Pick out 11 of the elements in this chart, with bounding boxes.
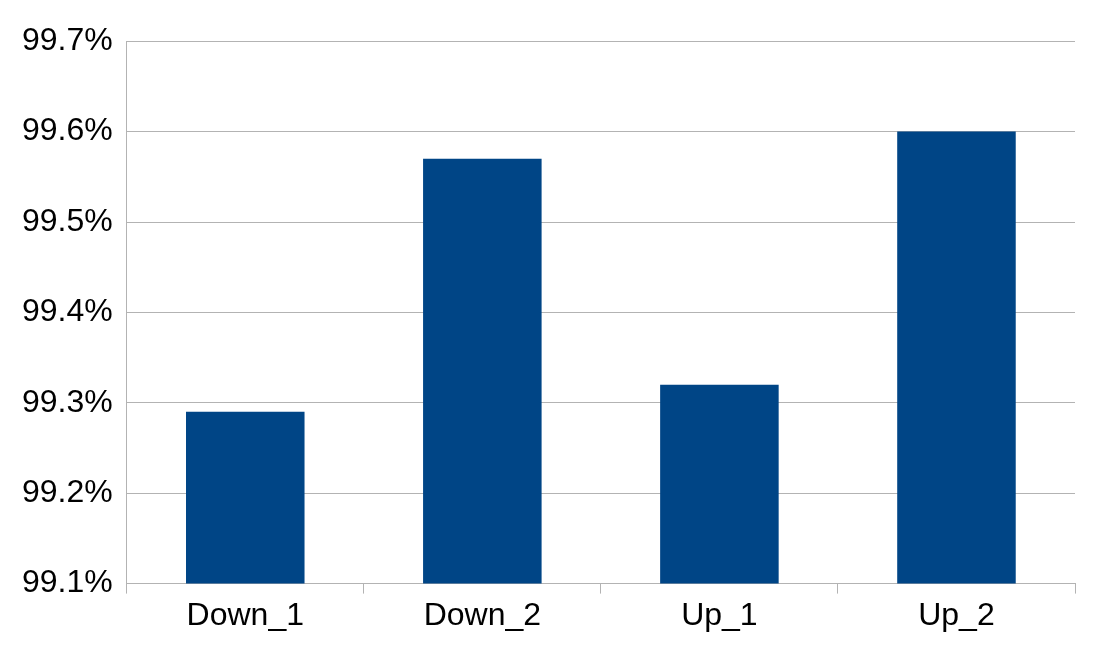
- y-tick-label: 99.4%: [22, 292, 113, 329]
- y-tick-label: 99.6%: [22, 111, 113, 148]
- x-tick-label: Up_1: [681, 595, 758, 632]
- x-tick-label: Up_2: [918, 595, 995, 632]
- x-tick-label: Down_1: [186, 595, 304, 632]
- y-tick-label: 99.7%: [22, 21, 113, 58]
- y-tick-label: 99.3%: [22, 382, 113, 419]
- x-tick-label: Down_2: [423, 595, 542, 632]
- y-tick-label: 99.1%: [22, 563, 113, 600]
- y-tick-label: 99.5%: [22, 201, 113, 238]
- y-tick-label: 99.2%: [22, 473, 113, 510]
